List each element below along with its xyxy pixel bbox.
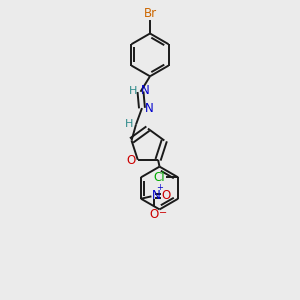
Text: O: O (149, 208, 159, 221)
Text: O: O (126, 154, 135, 167)
Text: Cl: Cl (154, 171, 165, 184)
Text: N: N (152, 189, 161, 202)
Text: H: H (128, 86, 137, 96)
Text: +: + (157, 183, 163, 192)
Text: −: − (158, 208, 167, 218)
Text: N: N (145, 102, 154, 115)
Text: H: H (125, 119, 133, 129)
Text: N: N (141, 84, 150, 98)
Text: Br: Br (143, 7, 157, 20)
Text: O: O (162, 189, 171, 202)
